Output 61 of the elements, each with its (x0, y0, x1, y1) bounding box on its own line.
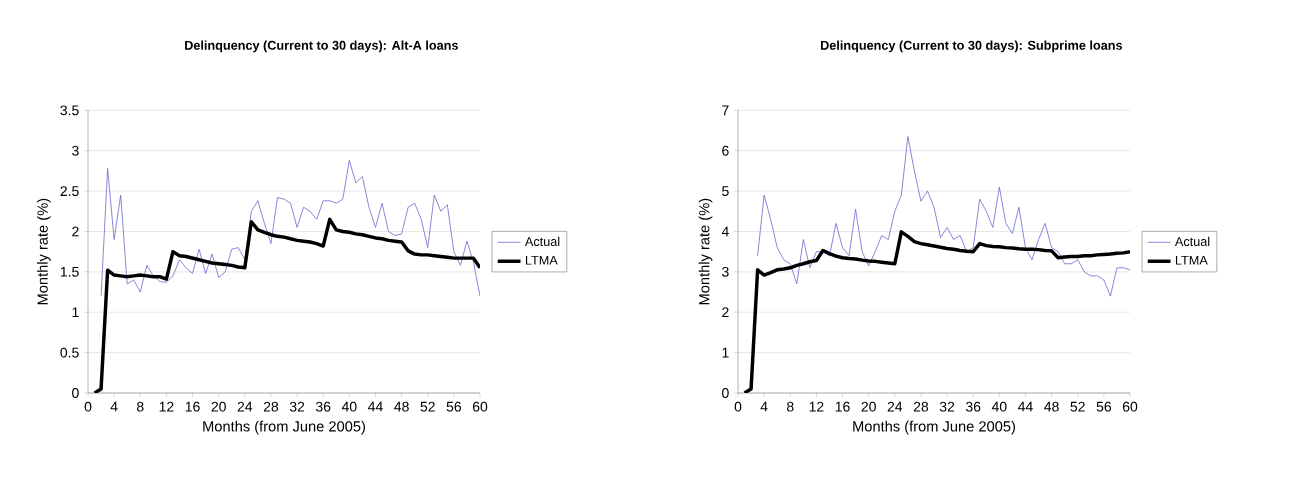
x-axis-title: Months (from June 2005) (853, 420, 1015, 435)
line-series (757, 136, 1130, 297)
x-tick-label: 32 (289, 401, 305, 412)
x-tick-label: 40 (991, 401, 1007, 412)
y-tick-label: 1 (72, 307, 79, 318)
x-tick-label: 12 (809, 401, 824, 412)
y-tick-label: 2 (722, 307, 729, 318)
x-tick-label: 28 (913, 401, 929, 412)
y-tick-label: 3 (72, 145, 79, 156)
y-tick-label: 1 (722, 347, 729, 358)
line-series (742, 230, 1130, 393)
y-axis-title: Monthly rate (%) (698, 198, 713, 305)
chart-title: Delinquency (Current to 30 days): Subprime loans (820, 40, 1123, 53)
x-tick-label: 48 (394, 401, 409, 412)
x-tick-label: 48 (1044, 401, 1059, 412)
x-tick-label: 24 (237, 401, 253, 412)
x-tick-label: 16 (185, 401, 200, 412)
x-tick-label: 60 (1122, 401, 1138, 412)
x-tick-label: 56 (1096, 401, 1112, 412)
y-tick-label: 7 (722, 105, 729, 116)
x-tick-label: 36 (965, 401, 981, 412)
y-tick-label: 0 (722, 388, 729, 398)
x-tick-label: 0 (734, 401, 742, 412)
x-tick-label: 4 (760, 401, 768, 412)
x-tick-label: 8 (786, 401, 794, 412)
y-axis-title: Monthly rate (%) (37, 198, 51, 305)
x-axis-title: Months (from June 2005) (203, 420, 365, 435)
x-tick-label: 12 (159, 401, 174, 412)
x-tick-label: 32 (939, 401, 955, 412)
x-tick-label: 60 (472, 401, 488, 412)
y-tick-label: 3 (722, 266, 729, 277)
y-tick-label: 3.5 (60, 105, 79, 116)
x-tick-label: 4 (110, 401, 118, 412)
y-tick-label: 4 (721, 226, 729, 237)
x-tick-label: 52 (1070, 401, 1085, 412)
legend-label: LTMA (525, 255, 558, 265)
chart-title: Delinquency (Current to 30 days): Alt-A loans (185, 40, 458, 53)
x-tick-label: 20 (861, 401, 876, 412)
legend-label: Actual (524, 236, 560, 247)
x-tick-label: 8 (136, 401, 144, 412)
y-tick-label: 5 (722, 186, 729, 196)
legend-label: Actual (1174, 236, 1210, 247)
legend-label: LTMA (1175, 255, 1208, 265)
line-series (100, 160, 480, 297)
y-tick-label: 1.5 (60, 266, 79, 277)
x-tick-label: 20 (211, 401, 226, 412)
x-tick-label: 56 (446, 401, 462, 412)
x-tick-label: 36 (315, 401, 331, 412)
x-tick-label: 0 (84, 401, 92, 412)
y-tick-label: 2 (72, 226, 79, 237)
y-tick-label: 2.5 (60, 186, 79, 197)
x-tick-label: 52 (420, 401, 435, 412)
x-tick-label: 44 (368, 401, 383, 412)
x-tick-label: 16 (835, 401, 850, 412)
y-tick-label: 0 (72, 388, 79, 398)
x-tick-label: 40 (341, 401, 357, 412)
x-tick-label: 44 (1017, 401, 1033, 412)
y-tick-label: 6 (722, 145, 729, 156)
x-tick-label: 28 (263, 401, 279, 412)
x-tick-label: 24 (887, 401, 903, 412)
y-tick-label: 0.5 (60, 347, 79, 358)
